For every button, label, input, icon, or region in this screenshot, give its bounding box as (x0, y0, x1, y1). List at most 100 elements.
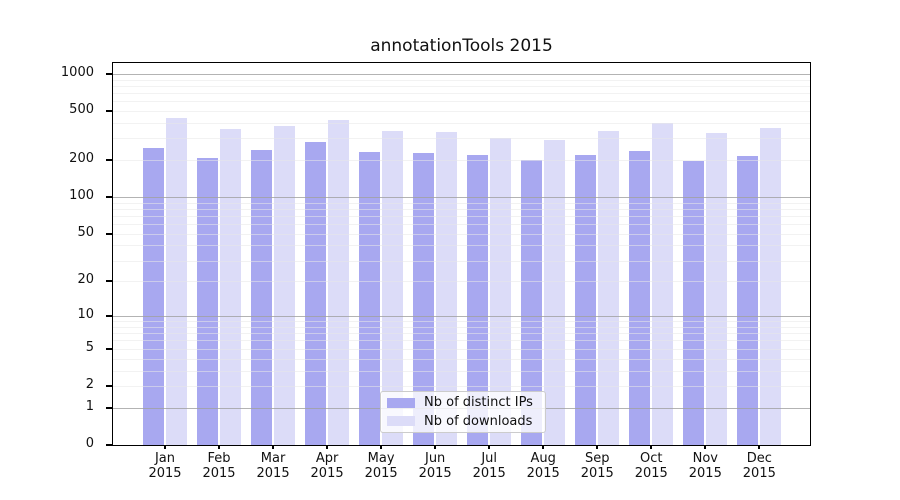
x-tick (218, 445, 221, 449)
x-tick-label: Mar 2015 (256, 451, 290, 481)
x-tick-label: Jan 2015 (148, 451, 182, 481)
bar-jul-downloads (490, 137, 512, 445)
gridline-minor (113, 348, 810, 350)
gridline-minor (113, 260, 810, 262)
y-tick-label: 10 (77, 307, 94, 323)
y-tick (106, 280, 113, 283)
gridline-minor (113, 340, 810, 342)
gridline-minor (113, 85, 810, 87)
bar-nov-distinct-ips (683, 160, 705, 445)
x-tick (596, 445, 599, 449)
bar-sep-distinct-ips (575, 154, 597, 445)
y-tick (106, 406, 113, 409)
bar-jul-distinct-ips (467, 155, 489, 445)
legend-entry-downloads: Nb of downloads (387, 414, 545, 429)
y-tick (106, 232, 113, 235)
gridline-minor (113, 385, 810, 387)
legend: Nb of distinct IPs Nb of downloads (380, 391, 546, 433)
y-tick-label: 200 (69, 151, 94, 167)
gridline-minor (113, 370, 810, 372)
gridline-minor (113, 245, 810, 247)
gridline-major (113, 316, 810, 318)
gridline-minor (113, 208, 810, 210)
bar-feb-distinct-ips (197, 158, 219, 445)
bar-jun-distinct-ips (413, 153, 435, 445)
bars-layer (113, 63, 810, 445)
gridline-minor (113, 111, 810, 113)
y-tick (106, 159, 113, 162)
y-tick-label: 0 (85, 436, 94, 451)
bar-jan-downloads (166, 117, 187, 445)
y-tick (106, 444, 113, 446)
gridline-minor (113, 233, 810, 235)
gridline-minor (113, 202, 810, 204)
x-tick-label: Nov 2015 (688, 451, 722, 481)
legend-swatch-distinct-ips (387, 397, 415, 408)
x-tick-label: May 2015 (364, 451, 398, 481)
legend-label-downloads: Nb of downloads (424, 413, 533, 429)
bar-dec-downloads (760, 127, 782, 445)
y-tick (106, 110, 113, 113)
gridline-minor (113, 215, 810, 217)
gridline-minor (113, 138, 810, 140)
x-tick (650, 445, 653, 449)
y-tick-label: 2 (85, 376, 94, 392)
x-tick (164, 445, 166, 449)
gridline-minor (113, 160, 810, 162)
y-tick (106, 347, 113, 350)
bar-dec-distinct-ips (737, 156, 759, 445)
x-tick (704, 445, 707, 449)
bar-jun-downloads (436, 132, 458, 445)
x-tick (380, 445, 383, 449)
bar-mar-downloads (274, 126, 296, 445)
gridline-minor (113, 224, 810, 226)
y-tick-label: 50 (77, 224, 94, 240)
bar-apr-distinct-ips (305, 142, 327, 445)
y-tick-label: 1000 (60, 64, 94, 80)
plot-area (112, 62, 811, 446)
x-tick-label: Dec 2015 (742, 451, 776, 481)
legend-swatch-downloads (387, 416, 415, 427)
chart-title: annotationTools 2015 (370, 36, 553, 56)
bar-feb-downloads (220, 129, 242, 445)
y-tick-label: 5 (85, 339, 94, 355)
gridline-minor (113, 122, 810, 124)
gridline-minor (113, 321, 810, 323)
gridline-minor (113, 333, 810, 335)
x-tick-label: Feb 2015 (202, 451, 236, 481)
gridline-minor (113, 92, 810, 94)
x-tick (758, 445, 761, 449)
gridline-minor (113, 281, 810, 283)
gridline-major (113, 197, 810, 199)
y-tick (106, 196, 113, 199)
gridline-minor (113, 101, 810, 103)
x-tick (542, 445, 545, 449)
y-tick-label: 100 (69, 188, 94, 204)
x-tick-label: Jul 2015 (472, 451, 506, 481)
x-tick (434, 445, 437, 449)
x-tick-label: Jun 2015 (418, 451, 452, 481)
y-tick-label: 20 (77, 272, 94, 288)
x-tick-label: Apr 2015 (310, 451, 344, 481)
legend-label-distinct-ips: Nb of distinct IPs (424, 395, 533, 411)
x-tick (272, 445, 275, 449)
bar-nov-downloads (706, 133, 728, 445)
y-tick (106, 384, 113, 387)
gridline-major (113, 73, 810, 75)
bar-aug-distinct-ips (521, 159, 543, 445)
y-tick-label: 500 (69, 102, 94, 118)
grid-layer (113, 63, 810, 445)
y-tick (106, 315, 113, 318)
y-tick (106, 72, 113, 75)
x-tick-label: Aug 2015 (526, 451, 560, 481)
gridline-minor (113, 358, 810, 360)
x-tick-label: Sep 2015 (580, 451, 614, 481)
gridline-minor (113, 79, 810, 81)
y-tick-label: 1 (85, 398, 94, 414)
gridline-minor (113, 326, 810, 328)
legend-entry-distinct-ips: Nb of distinct IPs (387, 395, 545, 410)
x-tick (488, 445, 491, 449)
bar-may-distinct-ips (359, 152, 381, 445)
x-tick-label: Oct 2015 (634, 451, 668, 481)
